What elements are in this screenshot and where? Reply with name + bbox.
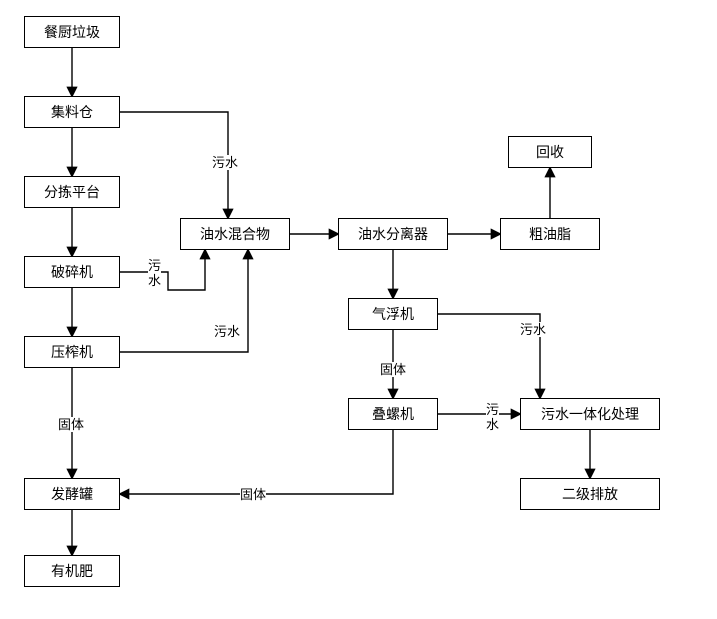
node-oil_sep: 油水分离器	[338, 218, 448, 250]
node-discharge: 二级排放	[520, 478, 660, 510]
node-fert: 有机肥	[24, 555, 120, 587]
node-screw: 叠螺机	[348, 398, 438, 430]
node-kitchen_waste: 餐厨垃圾	[24, 16, 120, 48]
node-crusher: 破碎机	[24, 256, 120, 288]
node-recycle: 回收	[508, 136, 592, 168]
node-coarse_oil: 粗油脂	[500, 218, 600, 250]
node-label: 二级排放	[562, 484, 618, 504]
edge-label-l4: 固体	[58, 417, 84, 432]
node-label: 有机肥	[51, 561, 93, 581]
flowchart-canvas: 餐厨垃圾集料仓分拣平台破碎机压榨机发酵罐有机肥 油水混合物 油水分离器 粗油脂 回收气浮…	[0, 0, 717, 619]
edge-label-l7: 污水	[520, 322, 546, 337]
edge-label-l6: 固体	[240, 487, 266, 502]
node-label: 破碎机	[51, 262, 93, 282]
node-ferment: 发酵罐	[24, 478, 120, 510]
node-oil_mix: 油水混合物	[180, 218, 290, 250]
edge	[120, 250, 205, 290]
node-label: 回收	[536, 142, 564, 162]
node-label: 发酵罐	[51, 484, 93, 504]
node-label: 污水一体化处理	[541, 404, 639, 424]
node-collector: 集料仓	[24, 96, 120, 128]
node-label: 集料仓	[51, 102, 93, 122]
node-label: 油水分离器	[358, 224, 428, 244]
edge	[120, 430, 393, 494]
node-sorting: 分拣平台	[24, 176, 120, 208]
edge-label-l2: 污 水	[148, 258, 161, 288]
node-label: 分拣平台	[44, 182, 100, 202]
edge-label-l5: 固体	[380, 362, 406, 377]
edge-label-l3: 污水	[214, 324, 240, 339]
node-label: 压榨机	[51, 342, 93, 362]
node-label: 气浮机	[372, 304, 414, 324]
node-press: 压榨机	[24, 336, 120, 368]
node-label: 叠螺机	[372, 404, 414, 424]
node-label: 油水混合物	[200, 224, 270, 244]
node-air_float: 气浮机	[348, 298, 438, 330]
node-label: 餐厨垃圾	[44, 22, 100, 42]
edge-label-l1: 污水	[212, 155, 238, 170]
edge-label-l8: 污 水	[486, 402, 499, 432]
node-sewage_treat: 污水一体化处理	[520, 398, 660, 430]
node-label: 粗油脂	[529, 224, 571, 244]
